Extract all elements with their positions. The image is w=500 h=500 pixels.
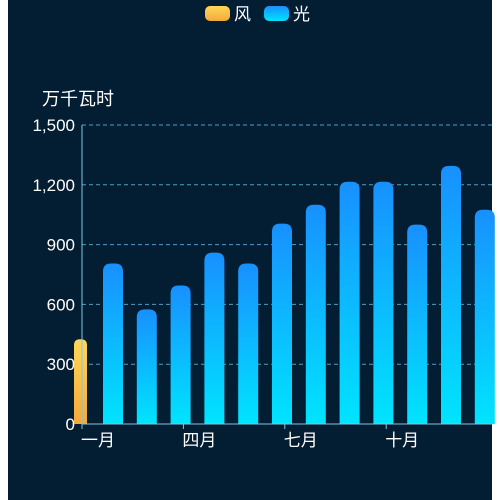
bar-solar-8[interactable] [339, 181, 360, 424]
bar-solar-6[interactable] [272, 223, 292, 424]
y-tick-label: 900 [47, 236, 75, 255]
y-tick-label: 1,200 [32, 176, 75, 195]
legend-label-solar: 光 [293, 5, 310, 24]
legend: 风 光 [205, 5, 310, 24]
y-tick-label: 0 [66, 415, 75, 434]
bar-solar-3[interactable] [170, 285, 191, 424]
y-tick-label: 600 [47, 295, 75, 314]
bar-wind-1[interactable] [74, 339, 87, 424]
legend-item-solar[interactable]: 光 [264, 5, 310, 24]
bar-solar-12[interactable] [474, 209, 495, 424]
legend-item-wind[interactable]: 风 [205, 5, 251, 24]
x-tick-label: 七月 [284, 431, 318, 450]
bar-solar-11[interactable] [441, 165, 461, 424]
bar-solar-1[interactable] [103, 263, 123, 424]
y-tick-label: 1,500 [32, 116, 75, 135]
axes [81, 125, 492, 425]
bar-solar-2[interactable] [136, 309, 157, 424]
x-tick-label: 十月 [385, 431, 419, 450]
y-axis-tick-labels: 0 300 600 900 1,200 1,500 [32, 116, 75, 434]
x-tick-label: 一月 [81, 431, 115, 450]
bar-solar-7[interactable] [305, 204, 326, 424]
bars [74, 165, 495, 424]
x-axis-tick-labels: 一月 四月 七月 十月 [81, 424, 419, 450]
y-tick-label: 300 [47, 355, 75, 374]
bar-solar-5[interactable] [238, 263, 259, 424]
bar-solar-10[interactable] [407, 224, 428, 424]
y-axis-unit-label: 万千瓦时 [42, 89, 114, 109]
x-tick-label: 四月 [182, 431, 216, 450]
legend-swatch-wind [205, 6, 230, 21]
bar-solar-4[interactable] [204, 252, 225, 424]
legend-label-wind: 风 [234, 5, 251, 24]
bar-solar-9[interactable] [373, 181, 394, 424]
legend-swatch-solar [264, 6, 289, 21]
